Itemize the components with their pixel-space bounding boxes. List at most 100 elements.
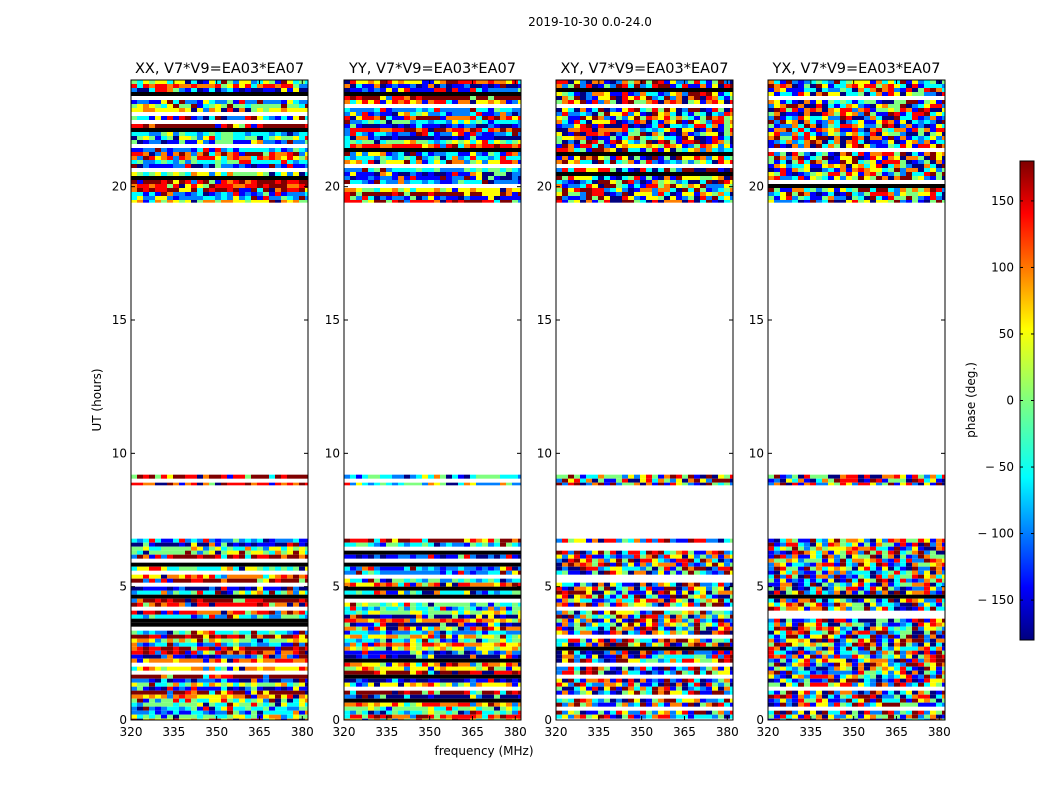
- heatmap-cell: [434, 682, 440, 687]
- heatmap-cell: [197, 100, 203, 104]
- heatmap-cell: [682, 482, 688, 486]
- heatmap-cell: [622, 690, 628, 695]
- heatmap-cell: [494, 192, 500, 196]
- heatmap-cell: [718, 570, 724, 575]
- heatmap-cell: [452, 172, 458, 176]
- heatmap-cell: [293, 160, 299, 164]
- heatmap-cell: [173, 658, 179, 663]
- heatmap-cell: [494, 112, 500, 116]
- heatmap-cell: [203, 610, 209, 615]
- heatmap-cell: [344, 622, 350, 627]
- heatmap-cell: [227, 690, 233, 695]
- heatmap-cell: [446, 634, 452, 639]
- heatmap-cell: [233, 658, 239, 663]
- heatmap-cell: [239, 590, 245, 595]
- heatmap-cell: [380, 666, 386, 671]
- heatmap-cell: [227, 104, 233, 108]
- heatmap-cell: [518, 554, 521, 559]
- heatmap-cell: [416, 200, 422, 203]
- heatmap-cell: [257, 610, 263, 615]
- heatmap-cell: [293, 474, 299, 479]
- heatmap-cell: [434, 626, 440, 631]
- heatmap-cell: [392, 622, 398, 627]
- heatmap-cell: [137, 642, 143, 647]
- heatmap-cell: [173, 566, 179, 571]
- heatmap-cell: [263, 152, 269, 156]
- heatmap-cell: [191, 152, 197, 156]
- heatmap-cell: [482, 128, 488, 132]
- heatmap-cell: [562, 678, 568, 683]
- heatmap-cell: [305, 164, 308, 168]
- heatmap-cell: [227, 200, 233, 203]
- heatmap-cell: [131, 658, 137, 663]
- heatmap-cell: [610, 654, 616, 659]
- heatmap-cell: [712, 610, 718, 615]
- heatmap-cell: [143, 156, 149, 160]
- heatmap-cell: [416, 108, 422, 112]
- heatmap-cell: [470, 706, 476, 711]
- heatmap-cell: [670, 686, 676, 691]
- heatmap-cell: [227, 610, 233, 615]
- heatmap-cell: [386, 710, 392, 715]
- heatmap-cell: [494, 614, 500, 619]
- heatmap-cell: [518, 84, 521, 88]
- heatmap-cell: [155, 646, 161, 651]
- heatmap-cell: [428, 156, 434, 160]
- heatmap-cell: [344, 96, 350, 100]
- heatmap-cell: [386, 144, 392, 148]
- heatmap-cell: [598, 682, 604, 687]
- heatmap-cell: [464, 610, 470, 615]
- heatmap-cell: [700, 670, 706, 675]
- heatmap-cell: [137, 634, 143, 639]
- heatmap-cell: [476, 140, 482, 144]
- heatmap-cell: [221, 542, 227, 547]
- heatmap-cell: [275, 100, 281, 104]
- heatmap-cell: [464, 690, 470, 695]
- heatmap-cell: [670, 562, 676, 567]
- heatmap-cell: [197, 84, 203, 88]
- heatmap-cell: [634, 710, 640, 715]
- heatmap-cell: [506, 136, 512, 140]
- heatmap-cell: [149, 694, 155, 699]
- heatmap-cell: [386, 116, 392, 120]
- heatmap-cell: [386, 610, 392, 615]
- heatmap-cell: [494, 152, 500, 156]
- heatmap-cell: [446, 614, 452, 619]
- heatmap-cell: [586, 590, 592, 595]
- heatmap-cell: [688, 562, 694, 567]
- heatmap-cell: [191, 482, 197, 486]
- heatmap-cell: [476, 124, 482, 128]
- heatmap-cell: [652, 702, 658, 707]
- heatmap-cell: [398, 108, 404, 112]
- heatmap-cell: [287, 132, 293, 136]
- heatmap-cell: [287, 140, 293, 144]
- heatmap-cell: [392, 156, 398, 160]
- heatmap-cell: [682, 702, 688, 707]
- heatmap-cell: [191, 116, 197, 120]
- heatmap-cell: [512, 694, 518, 699]
- heatmap-cell: [458, 136, 464, 140]
- heatmap-cell: [512, 606, 518, 611]
- heatmap-cell: [263, 160, 269, 164]
- heatmap-cell: [640, 622, 646, 627]
- heatmap-cell: [173, 586, 179, 591]
- heatmap-cell: [305, 554, 308, 559]
- heatmap-cell: [586, 562, 592, 567]
- heatmap-cell: [380, 718, 386, 720]
- heatmap-cell: [682, 670, 688, 675]
- heatmap-cell: [380, 140, 386, 144]
- heatmap-cell: [568, 686, 574, 691]
- heatmap-cell: [185, 674, 191, 679]
- heatmap-cell: [410, 610, 416, 615]
- heatmap-cell: [143, 550, 149, 555]
- heatmap-cell: [500, 642, 506, 647]
- heatmap-cell: [580, 602, 586, 607]
- heatmap-cell: [706, 84, 712, 88]
- heatmap-cell: [452, 646, 458, 651]
- heatmap-cell: [209, 682, 215, 687]
- heatmap-cell: [622, 80, 628, 84]
- heatmap-cell: [137, 192, 143, 196]
- heatmap-cell: [604, 566, 610, 571]
- heatmap-cell: [458, 88, 464, 92]
- heatmap-cell: [434, 160, 440, 164]
